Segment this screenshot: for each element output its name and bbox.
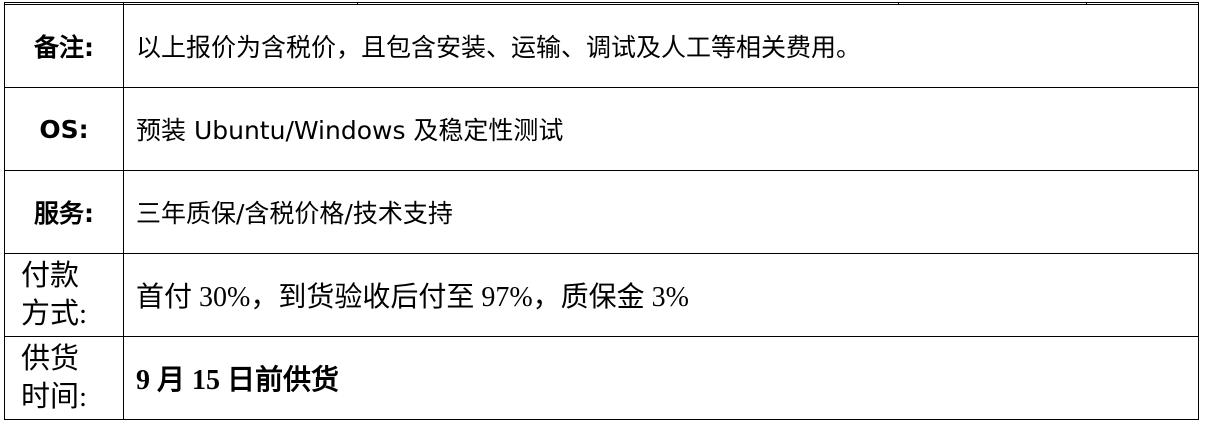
label-remarks: 备注: <box>4 4 124 88</box>
row-os: OS: 预装 Ubuntu/Windows 及稳定性测试 <box>4 87 1199 171</box>
row-payment: 付款 方式: 首付 30%，到货验收后付至 97%，质保金 3% <box>4 253 1199 337</box>
label-service: 服务: <box>4 170 124 254</box>
label-os: OS: <box>4 87 124 171</box>
row-delivery: 供货 时间: 9 月 15 日前供货 <box>4 336 1199 420</box>
label-delivery: 供货 时间: <box>4 336 124 420</box>
label-delivery-line2: 时间: <box>21 381 88 413</box>
row-remarks: 备注: 以上报价为含税价，且包含安装、运输、调试及人工等相关费用。 <box>4 4 1199 88</box>
value-os: 预装 Ubuntu/Windows 及稳定性测试 <box>123 87 1199 171</box>
value-remarks: 以上报价为含税价，且包含安装、运输、调试及人工等相关费用。 <box>123 4 1199 88</box>
label-delivery-line1: 供货 <box>21 343 80 375</box>
label-payment: 付款 方式: <box>4 253 124 337</box>
value-delivery: 9 月 15 日前供货 <box>123 336 1199 420</box>
value-service: 三年质保/含税价格/技术支持 <box>123 170 1199 254</box>
label-payment-line2: 方式: <box>21 298 88 330</box>
quote-terms-table: 备注: 以上报价为含税价，且包含安装、运输、调试及人工等相关费用。 OS: 预装… <box>4 2 1199 420</box>
value-payment: 首付 30%，到货验收后付至 97%，质保金 3% <box>123 253 1199 337</box>
label-payment-line1: 付款 <box>21 260 80 292</box>
row-service: 服务: 三年质保/含税价格/技术支持 <box>4 170 1199 254</box>
